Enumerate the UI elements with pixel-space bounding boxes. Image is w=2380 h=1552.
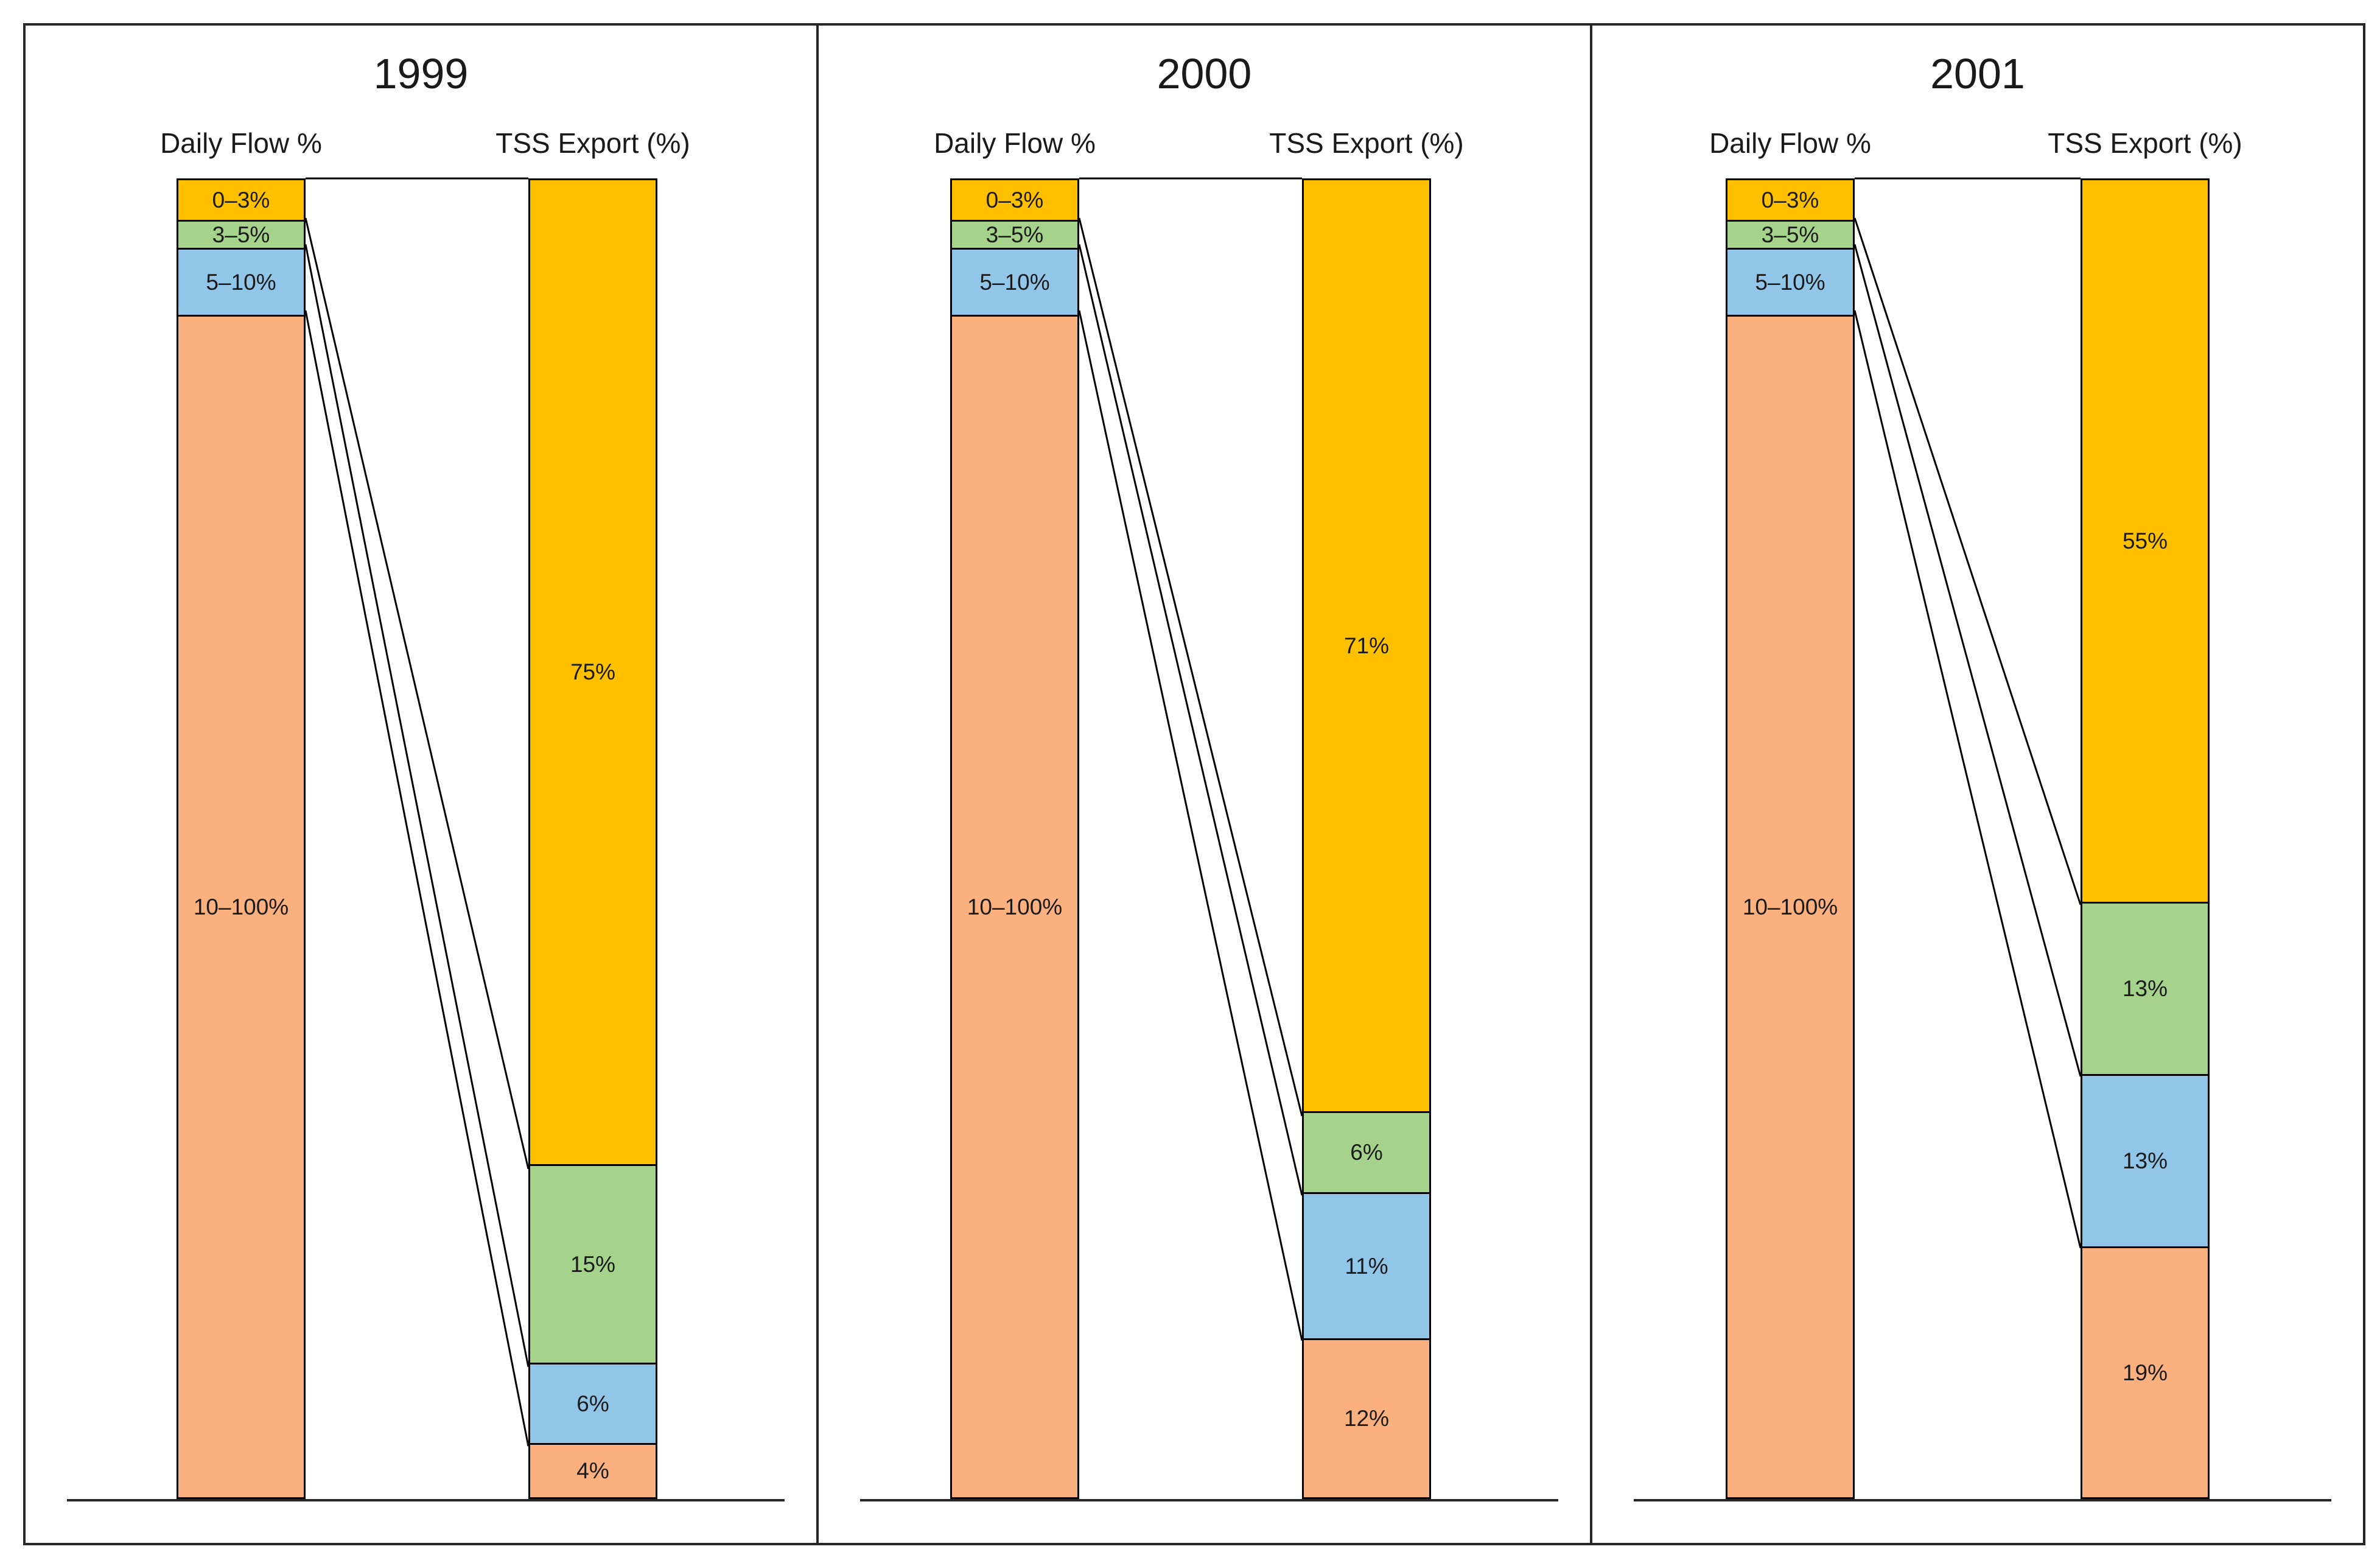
baseline-axis xyxy=(1634,1499,2331,1501)
flow-band-1-label: 0–3% xyxy=(985,187,1044,212)
tss-segment-4-label: 4% xyxy=(576,1458,609,1484)
tss-segment-3: 11% xyxy=(1304,1192,1429,1338)
tss-segment-1-label: 55% xyxy=(2122,528,2168,553)
flow-band-1-label: 0–3% xyxy=(212,187,270,212)
panel-title: 1999 xyxy=(373,50,469,97)
connector-line-2 xyxy=(306,244,528,1367)
flow-band-4-label: 10–100% xyxy=(193,894,289,920)
connector-line-2 xyxy=(1079,244,1302,1195)
tss-segment-2-label: 6% xyxy=(1350,1140,1383,1165)
tss-segment-4-label: 19% xyxy=(2122,1360,2168,1385)
tss-segment-2-label: 15% xyxy=(570,1251,616,1277)
tss-export-bar: 55% 13% 13% 19% xyxy=(2081,178,2210,1499)
tss-export-column-label: TSS Export (%) xyxy=(2048,127,2242,159)
flow-band-3-label: 5–10% xyxy=(979,270,1050,295)
connector-lines xyxy=(1855,178,2081,1499)
flow-band-3: 5–10% xyxy=(1727,247,1853,315)
flow-band-1: 0–3% xyxy=(1727,180,1853,220)
connector-line-2 xyxy=(1855,244,2081,1076)
connector-line-1 xyxy=(1855,218,2081,905)
daily-flow-bar: 0–3% 3–5% 5–10% 10–100% xyxy=(1726,178,1855,1499)
flow-band-2: 3–5% xyxy=(178,219,304,248)
flow-band-2: 3–5% xyxy=(1727,219,1853,248)
tss-segment-1-label: 75% xyxy=(570,659,616,685)
tss-segment-2-label: 13% xyxy=(2122,976,2168,1002)
connector-lines xyxy=(306,178,528,1499)
tss-segment-3-label: 13% xyxy=(2122,1148,2168,1174)
tss-segment-4: 19% xyxy=(2082,1246,2208,1497)
connector-line-3 xyxy=(306,311,528,1446)
flow-band-4-label: 10–100% xyxy=(1742,894,1838,920)
tss-export-bar: 71% 6% 11% 12% xyxy=(1302,178,1431,1499)
panel-1999: 1999 Daily Flow % TSS Export (%) 0–3% 3–5… xyxy=(26,26,819,1543)
daily-flow-bar: 0–3% 3–5% 5–10% 10–100% xyxy=(177,178,306,1499)
flow-band-1-label: 0–3% xyxy=(1761,187,1819,212)
tss-segment-4-label: 12% xyxy=(1343,1406,1390,1431)
flow-band-4: 10–100% xyxy=(1727,315,1853,1497)
flow-band-4-label: 10–100% xyxy=(967,894,1063,920)
tss-segment-2: 15% xyxy=(530,1164,656,1363)
tss-segment-3: 13% xyxy=(2082,1073,2208,1246)
figure-frame: 1999 Daily Flow % TSS Export (%) 0–3% 3–5… xyxy=(23,23,2365,1545)
tss-segment-1-label: 71% xyxy=(1343,633,1390,659)
tss-segment-4: 4% xyxy=(530,1442,656,1497)
flow-band-4: 10–100% xyxy=(178,315,304,1497)
tss-export-bar: 75% 15% 6% 4% xyxy=(528,178,657,1499)
connector-lines xyxy=(1079,178,1302,1499)
tss-segment-2: 13% xyxy=(2082,901,2208,1074)
panel-title: 2000 xyxy=(1157,50,1252,97)
tss-segment-4: 12% xyxy=(1304,1338,1429,1497)
tss-segment-3-label: 6% xyxy=(576,1391,609,1416)
tss-export-column-label: TSS Export (%) xyxy=(1269,127,1464,159)
connector-line-3 xyxy=(1079,311,1302,1341)
flow-band-3-label: 5–10% xyxy=(1755,270,1825,295)
daily-flow-column-label: Daily Flow % xyxy=(934,127,1096,159)
connector-line-3 xyxy=(1855,311,2081,1248)
connector-line-1 xyxy=(306,218,528,1169)
tss-segment-3-label: 11% xyxy=(1345,1253,1388,1279)
panel-title: 2001 xyxy=(1930,50,2025,97)
flow-band-2-label: 3–5% xyxy=(985,222,1044,247)
connector-line-1 xyxy=(1079,218,1302,1116)
flow-band-2-label: 3–5% xyxy=(1761,222,1819,247)
daily-flow-column-label: Daily Flow % xyxy=(1709,127,1871,159)
flow-band-2-label: 3–5% xyxy=(212,222,270,247)
tss-segment-3: 6% xyxy=(530,1362,656,1443)
panel-2001: 2001 Daily Flow % TSS Export (%) 0–3% 3–5… xyxy=(1592,26,2363,1543)
panel-2000: 2000 Daily Flow % TSS Export (%) 0–3% 3–5… xyxy=(819,26,1592,1543)
flow-band-2: 3–5% xyxy=(952,219,1077,248)
daily-flow-bar: 0–3% 3–5% 5–10% 10–100% xyxy=(950,178,1079,1499)
tss-export-column-label: TSS Export (%) xyxy=(495,127,690,159)
tss-segment-2: 6% xyxy=(1304,1111,1429,1192)
baseline-axis xyxy=(67,1499,785,1501)
daily-flow-column-label: Daily Flow % xyxy=(160,127,322,159)
flow-band-4: 10–100% xyxy=(952,315,1077,1497)
flow-band-1: 0–3% xyxy=(178,180,304,220)
baseline-axis xyxy=(860,1499,1558,1501)
flow-band-3-label: 5–10% xyxy=(206,270,276,295)
tss-segment-1: 55% xyxy=(2082,180,2208,902)
flow-band-3: 5–10% xyxy=(178,247,304,315)
flow-band-1: 0–3% xyxy=(952,180,1077,220)
flow-band-3: 5–10% xyxy=(952,247,1077,315)
tss-segment-1: 71% xyxy=(1304,180,1429,1112)
tss-segment-1: 75% xyxy=(530,180,656,1164)
